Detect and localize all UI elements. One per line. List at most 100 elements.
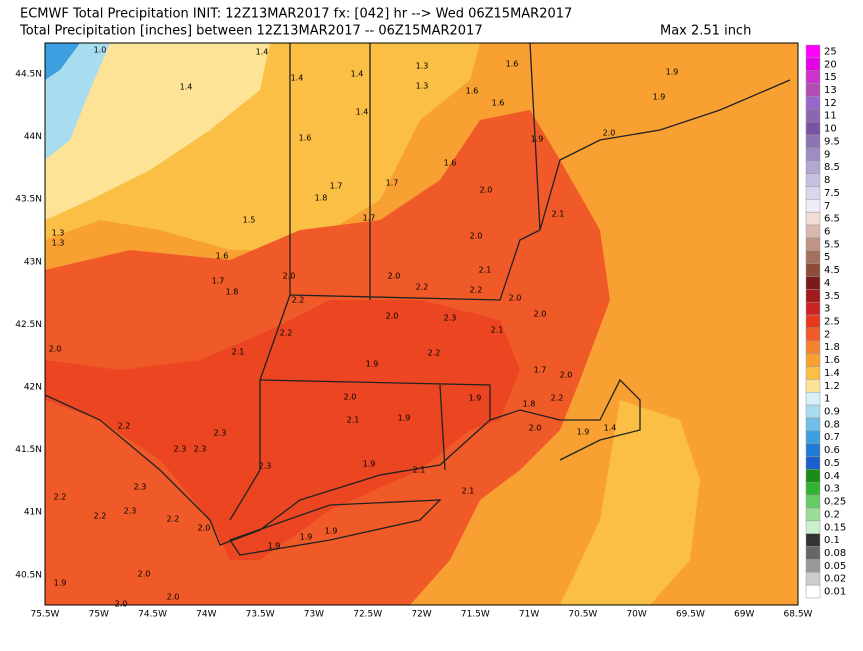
colorbar-swatch [805, 494, 821, 509]
point-label: 2.0 [198, 524, 211, 533]
colorbar-label: 0.2 [824, 509, 840, 520]
lon-label: 75W [89, 610, 109, 620]
point-label: 2.2 [280, 329, 293, 338]
lat-label: 44N [24, 132, 42, 142]
colorbar-swatch [805, 340, 821, 354]
colorbar-label: 0.15 [824, 522, 846, 533]
colorbar-swatch [805, 70, 821, 84]
point-label: 1.9 [300, 533, 313, 542]
colorbar-swatch [805, 160, 821, 174]
colorbar-label: 4 [824, 278, 830, 289]
colorbar-swatch [805, 263, 821, 277]
colorbar-swatch [805, 456, 821, 470]
point-label: 1.9 [531, 135, 544, 144]
point-label: 2.2 [292, 296, 305, 305]
point-label: 2.3 [134, 483, 147, 492]
colorbar-swatch [805, 327, 821, 342]
colorbar-swatch [805, 379, 821, 393]
colorbar-label: 0.05 [824, 561, 846, 572]
colorbar-swatch [805, 353, 821, 367]
colorbar-swatch [805, 546, 821, 560]
point-label: 2.0 [603, 129, 616, 138]
field-lighter [45, 43, 270, 220]
colorbar-swatch [805, 533, 821, 547]
field [45, 43, 798, 605]
colorbar-swatch [805, 289, 821, 303]
point-label: 1.9 [469, 394, 482, 403]
colorbar-swatch [805, 147, 821, 161]
colorbar-label: 8.5 [824, 162, 840, 173]
lon-label: 73W [304, 610, 324, 620]
point-label: 2.0 [560, 371, 573, 380]
point-label: 1.7 [212, 277, 225, 286]
lon-label: 70W [626, 610, 646, 620]
point-label: 2.0 [138, 570, 151, 579]
point-label: 2.3 [124, 507, 137, 516]
colorbar-swatch [805, 584, 821, 599]
point-label: 2.1 [491, 326, 504, 335]
colorbar-label: 0.6 [824, 445, 840, 456]
colorbar-swatch [805, 134, 821, 149]
point-label: 2.3 [214, 429, 227, 438]
colorbar-swatch [805, 314, 821, 329]
colorbar-label: 1.4 [824, 368, 840, 379]
field-darkred [45, 300, 520, 560]
point-label: 1.6 [492, 99, 505, 108]
point-label: 1.6 [466, 87, 479, 96]
point-label: 1.7 [386, 179, 399, 188]
colorbar-label: 25 [824, 46, 837, 57]
lat-label: 40.5N [15, 570, 42, 580]
colorbar-label: 0.5 [824, 458, 840, 469]
colorbar-swatch [805, 121, 821, 136]
colorbar-swatch [805, 366, 821, 380]
labels: 1.01.41.41.4 1.41.31.31.61.61.61.91.91.61… [49, 46, 679, 609]
colorbar-label: 5.5 [824, 239, 840, 250]
point-label: 2.2 [551, 394, 564, 403]
point-label: 1.4 [604, 424, 617, 433]
colorbar-swatch [805, 559, 821, 573]
point-label: 1.9 [398, 414, 411, 423]
point-label: 1.6 [216, 252, 229, 261]
colorbar-label: 9 [824, 149, 830, 160]
point-label: 1.9 [666, 68, 679, 77]
point-label: 2.0 [49, 345, 62, 354]
point-label: 2.0 [115, 600, 128, 609]
point-label: 1.6 [444, 159, 457, 168]
point-label: 2.0 [283, 272, 296, 281]
lon-label: 74.5W [138, 610, 167, 620]
point-label: 2.1 [413, 466, 426, 475]
field-darkblue [45, 43, 80, 80]
colorbar-label: 15 [824, 72, 837, 83]
point-label: 2.0 [388, 272, 401, 281]
point-label: 1.4 [356, 108, 369, 117]
colorbar-swatch [805, 507, 821, 522]
colorbar-label: 2.5 [824, 317, 840, 328]
colorbar-swatch [805, 276, 821, 290]
colorbar-swatch [805, 572, 821, 586]
point-label: 1.8 [226, 288, 239, 297]
point-label: 2.0 [529, 424, 542, 433]
point-label: 2.1 [552, 210, 565, 219]
point-label: 1.4 [256, 48, 269, 57]
point-label: 1.8 [315, 194, 328, 203]
point-label: 1.4 [291, 74, 304, 83]
colorbar-label: 1.8 [824, 342, 840, 353]
point-label: 1.9 [366, 360, 379, 369]
colorbar-label: 9.5 [824, 136, 840, 147]
colorbar-label: 0.3 [824, 484, 840, 495]
point-label: 2.0 [167, 593, 180, 602]
colorbar-label: 4.5 [824, 265, 840, 276]
colorbar-swatch [805, 391, 821, 406]
point-label: 1.9 [54, 579, 67, 588]
colorbar-label: 0.25 [824, 497, 846, 508]
colorbar-swatch [805, 186, 821, 200]
lon-label: 72.5W [353, 610, 382, 620]
colorbar-label: 8 [824, 175, 830, 186]
point-label: 2.3 [259, 462, 272, 471]
colorbar-swatch [805, 109, 821, 123]
point-label: 2.1 [462, 487, 475, 496]
colorbar-label: 7.5 [824, 188, 840, 199]
point-label: 2.1 [347, 416, 360, 425]
colorbar-label: 5 [824, 252, 830, 263]
colorbar-swatch [805, 237, 821, 252]
